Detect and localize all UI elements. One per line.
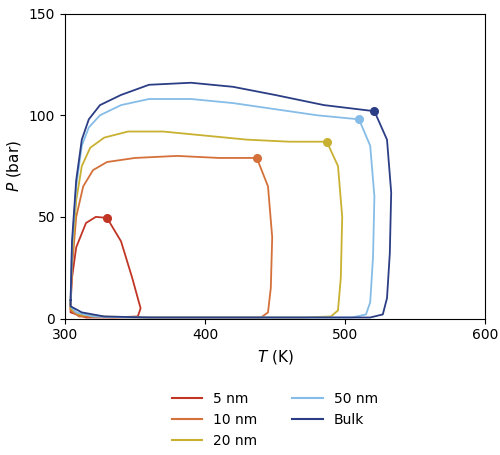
Y-axis label: $P$ (bar): $P$ (bar): [6, 140, 24, 192]
X-axis label: $T$ (K): $T$ (K): [256, 348, 294, 366]
Legend: 5 nm, 10 nm, 20 nm, 50 nm, Bulk: 5 nm, 10 nm, 20 nm, 50 nm, Bulk: [166, 386, 384, 454]
